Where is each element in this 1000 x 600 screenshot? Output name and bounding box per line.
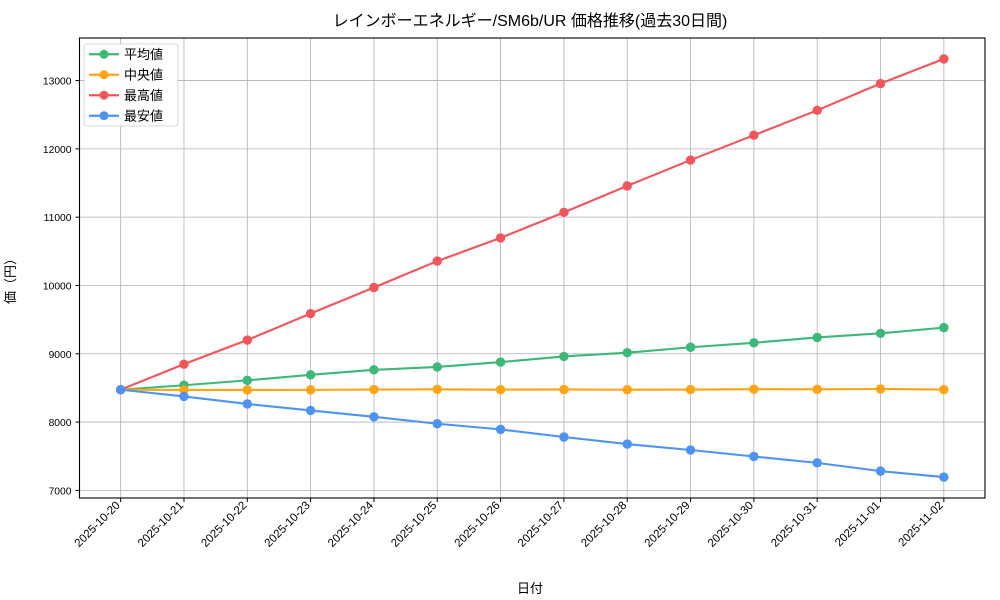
svg-text:7000: 7000: [49, 486, 72, 497]
svg-text:レインボーエネルギー/SM6b/UR 価格推移(過去30日間: レインボーエネルギー/SM6b/UR 価格推移(過去30日間): [333, 12, 728, 30]
svg-text:平均値: 平均値: [124, 47, 163, 62]
svg-text:11000: 11000: [44, 213, 72, 224]
svg-text:12000: 12000: [43, 145, 72, 156]
svg-text:価（円）: 価（円）: [3, 252, 18, 304]
svg-text:最高値: 最高値: [124, 88, 163, 103]
svg-text:8000: 8000: [49, 418, 72, 429]
svg-text:10000: 10000: [43, 281, 72, 292]
svg-text:9000: 9000: [49, 350, 72, 361]
svg-text:最安値: 最安値: [124, 108, 163, 123]
svg-text:13000: 13000: [43, 77, 72, 88]
svg-text:中央値: 中央値: [124, 67, 163, 82]
svg-text:日付: 日付: [517, 581, 543, 596]
